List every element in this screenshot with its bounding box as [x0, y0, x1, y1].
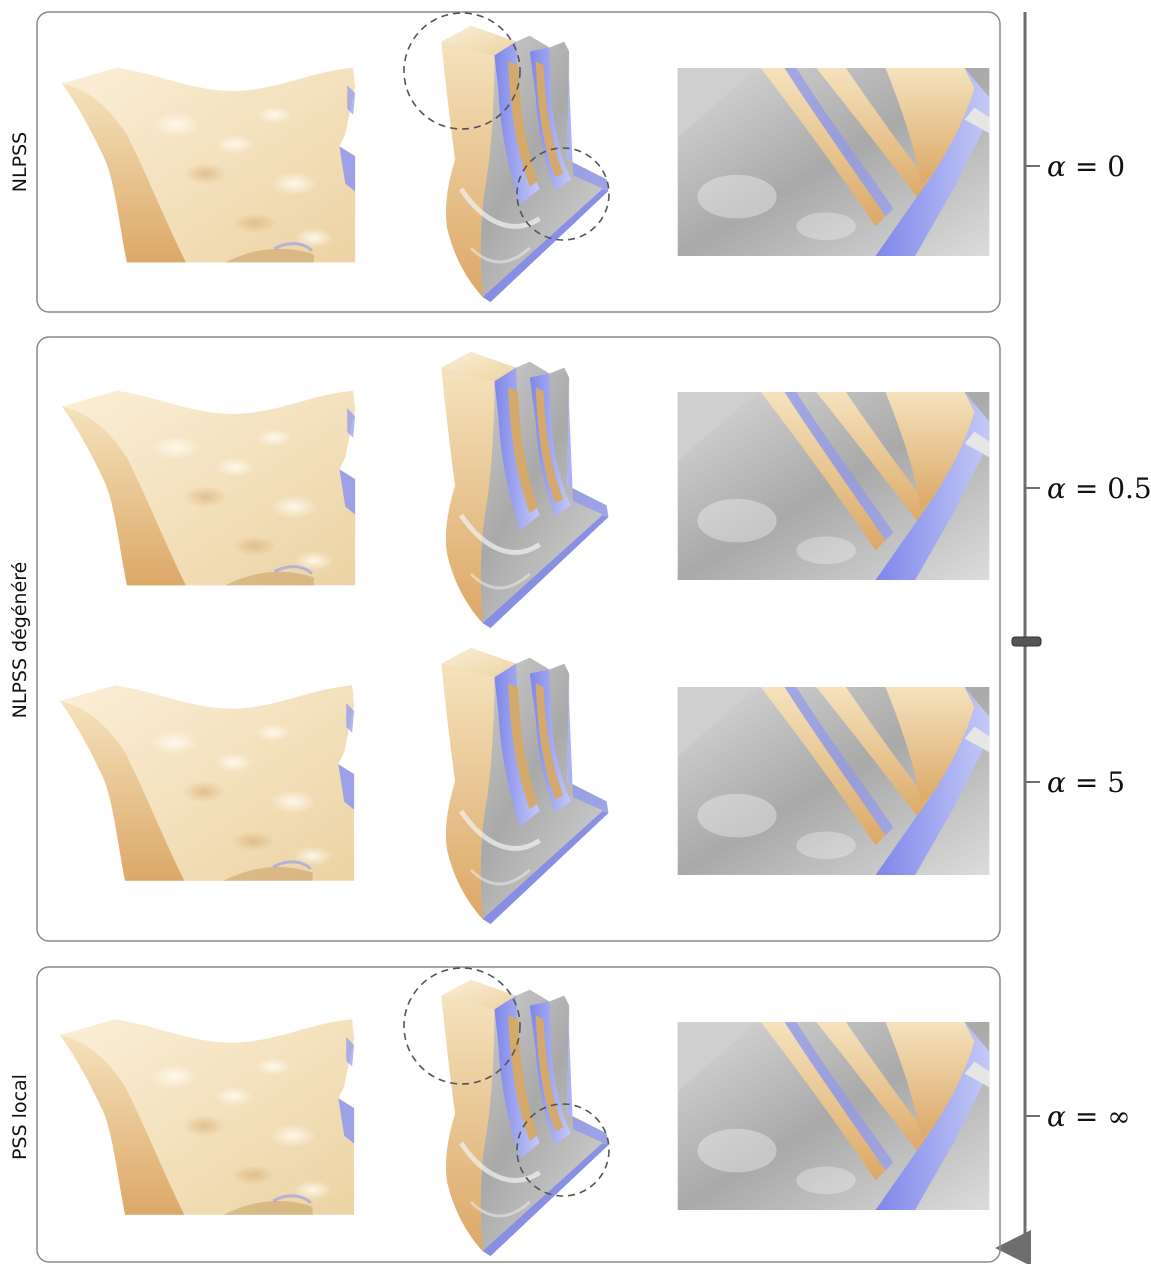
axis-break-marker — [1011, 636, 1042, 647]
zoom-circle-top — [403, 967, 521, 1085]
zoom-right-thumbnail — [677, 392, 990, 580]
group-label: PSS local — [9, 1074, 31, 1160]
group-pss-local: PSS local — [9, 966, 1001, 1263]
group-nlpss-degenere: NLPSS dégénéré — [9, 336, 1001, 942]
zoom-circle-top — [403, 12, 521, 130]
alpha-label-3: α = ∞ — [1047, 1100, 1131, 1133]
zoom-left-thumbnail — [60, 389, 357, 587]
group-label: NLPSS — [9, 132, 31, 192]
alpha-label-2: α = 5 — [1047, 766, 1125, 799]
zoom-right-thumbnail — [677, 68, 990, 256]
group-frame — [36, 11, 1001, 313]
group-frame — [36, 966, 1001, 1263]
zoom-left-thumbnail — [58, 1017, 356, 1216]
zoom-right-thumbnail — [677, 1022, 990, 1210]
part-render — [441, 648, 608, 924]
zoom-left-thumbnail — [60, 66, 357, 264]
alpha-label-0: α = 0 — [1047, 150, 1125, 183]
zoom-right-thumbnail — [677, 687, 990, 875]
part-render — [441, 980, 608, 1256]
group-frame — [36, 336, 1001, 942]
part-render — [441, 352, 608, 628]
group-label: NLPSS dégénéré — [9, 562, 31, 719]
group-nlpss: NLPSS — [9, 11, 1001, 313]
zoom-circle-bottom — [516, 1103, 610, 1197]
part-render — [441, 26, 608, 302]
alpha-axis: α = 0 α = 0.5 α = 5 α = ∞ — [995, 12, 1151, 1264]
alpha-label-1: α = 0.5 — [1047, 472, 1151, 505]
zoom-left-thumbnail — [58, 683, 356, 882]
zoom-circle-bottom — [516, 147, 610, 241]
